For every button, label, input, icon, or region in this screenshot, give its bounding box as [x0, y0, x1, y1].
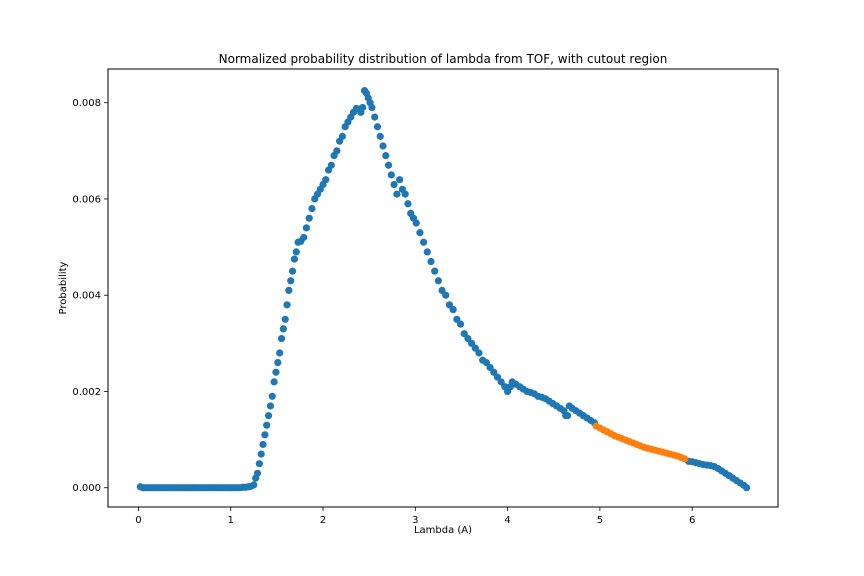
data-point-s0-69	[305, 214, 313, 222]
y-tick-label-2: 0.004	[72, 291, 101, 302]
data-point-s0-57	[279, 325, 287, 333]
data-point-s0-110	[412, 219, 420, 227]
x-tick-label-0: 0	[135, 515, 141, 526]
data-point-s0-54	[274, 359, 282, 367]
data-point-s0-98	[379, 142, 387, 150]
data-point-s0-94	[368, 103, 376, 112]
data-point-s0-44	[255, 460, 263, 468]
data-point-s0-60	[285, 286, 293, 295]
data-point-s0-48	[263, 421, 271, 429]
data-point-s0-112	[420, 238, 428, 246]
data-point-s0-96	[373, 123, 382, 131]
data-point-s0-61	[287, 277, 295, 285]
data-point-s0-75	[322, 176, 330, 184]
data-point-s1-24	[681, 455, 689, 463]
data-point-s0-115	[431, 267, 439, 275]
data-points	[136, 87, 751, 492]
data-point-s0-45	[257, 450, 265, 458]
data-point-s0-79	[333, 147, 341, 155]
data-point-s0-89	[359, 103, 367, 112]
data-point-s0-95	[371, 113, 379, 121]
x-axis-label: Lambda (A)	[414, 525, 472, 536]
y-tick-label-4: 0.008	[72, 98, 101, 109]
data-point-s0-53	[272, 368, 280, 376]
x-tick-label-2: 2	[320, 515, 326, 526]
data-point-s0-118	[442, 291, 450, 299]
data-point-s0-52	[270, 378, 278, 386]
data-point-s0-77	[327, 161, 335, 169]
y-axis-label: Probability	[58, 261, 69, 314]
y-tick-label-1: 0.002	[72, 387, 101, 398]
data-point-s0-114	[427, 257, 435, 266]
data-point-s0-58	[281, 315, 289, 323]
y-axis: 0.000 0.002 0.004 0.006 0.008	[72, 98, 108, 494]
data-point-s0-67	[300, 233, 308, 242]
data-point-s0-41	[250, 481, 258, 489]
data-point-s0-46	[259, 440, 267, 449]
data-point-s0-43	[253, 469, 262, 477]
data-point-s0-101	[387, 171, 395, 179]
data-point-s0-64	[292, 248, 300, 256]
data-point-s0-153	[563, 411, 572, 420]
data-point-s0-70	[308, 204, 316, 213]
data-point-s0-104	[396, 176, 404, 184]
data-point-s0-81	[338, 132, 347, 140]
data-point-s0-111	[416, 229, 424, 237]
data-point-s0-62	[288, 267, 297, 275]
x-tick-label-4: 4	[504, 515, 510, 526]
x-tick-label-3: 3	[412, 515, 418, 526]
data-point-s0-63	[290, 255, 299, 263]
data-point-s0-116	[434, 277, 442, 285]
data-point-s0-68	[302, 224, 311, 232]
y-tick-label-0: 0.000	[72, 483, 101, 494]
x-tick-label-1: 1	[228, 515, 234, 526]
data-point-s0-102	[390, 180, 398, 189]
x-axis: 0 1 2 3 4 5 6	[135, 507, 695, 526]
data-point-s0-47	[261, 431, 269, 439]
data-point-s0-120	[449, 306, 457, 314]
data-point-s0-59	[283, 301, 291, 309]
chart-title: Normalized probability distribution of l…	[219, 52, 668, 66]
x-tick-label-6: 6	[689, 515, 695, 526]
data-point-s0-106	[401, 190, 409, 198]
data-point-s0-50	[266, 402, 275, 410]
data-point-s0-178	[743, 484, 751, 492]
data-point-s0-100	[384, 161, 393, 169]
data-point-s0-107	[404, 200, 412, 208]
data-point-s0-122	[456, 320, 465, 328]
data-point-s0-56	[277, 334, 286, 343]
data-point-s0-49	[264, 411, 273, 420]
y-tick-label-3: 0.006	[72, 194, 101, 205]
data-point-s0-127	[475, 349, 483, 357]
x-tick-label-5: 5	[597, 515, 603, 526]
data-point-s0-55	[276, 349, 284, 357]
data-point-s0-99	[382, 152, 390, 160]
plot-frame	[107, 68, 779, 508]
data-point-s0-103	[393, 190, 401, 198]
data-point-s0-113	[423, 248, 431, 256]
data-point-s0-51	[268, 392, 276, 400]
data-point-s0-97	[376, 132, 384, 140]
